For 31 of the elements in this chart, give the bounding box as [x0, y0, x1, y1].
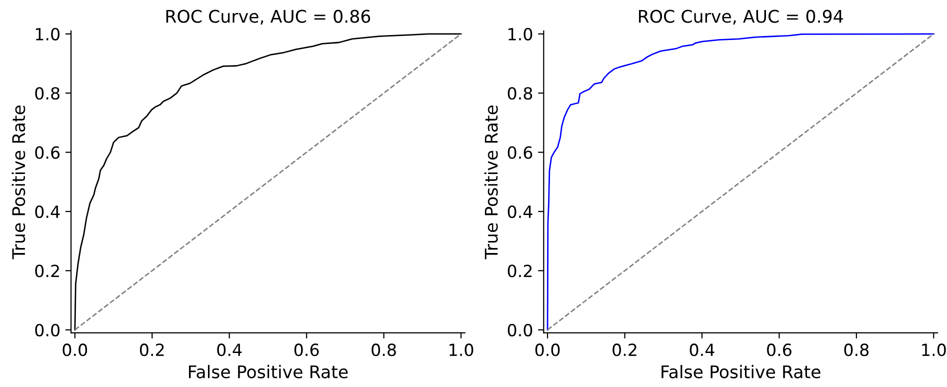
y-tick-label: 0.8: [35, 87, 60, 100]
y-axis-title: True Positive Rate: [484, 106, 498, 260]
x-tick-label: 1.0: [450, 344, 474, 356]
y-tick-label: 0.4: [508, 205, 532, 218]
y-tick-label: 0.0: [35, 324, 60, 336]
y-tick-label: 0.8: [508, 87, 532, 100]
y-tick-label: 0.6: [508, 146, 532, 159]
x-tick-label: 0.0: [535, 344, 560, 356]
y-tick-label: 0.6: [35, 146, 60, 159]
y-tick-label: 1.0: [508, 28, 532, 40]
y-tick-label: 1.0: [36, 28, 60, 40]
chart-title: ROC Curve, AUC = 0.94: [639, 10, 843, 25]
x-tick-label: 0.2: [140, 344, 164, 356]
line-series: [546, 33, 934, 331]
x-tick-label: 0.2: [612, 344, 636, 356]
y-axis-title: True Positive Rate: [12, 106, 26, 260]
y-tick-label: 0.4: [35, 205, 60, 218]
x-tick-label: 0.6: [767, 344, 792, 356]
x-tick-label: 0.8: [372, 344, 396, 356]
x-tick-label: 0.6: [294, 344, 319, 356]
y-tick-label: 0.0: [508, 324, 532, 336]
y-tick-label: 0.2: [508, 264, 532, 278]
x-tick-label: 0.4: [217, 344, 242, 356]
x-axis-title: False Positive Rate: [188, 364, 348, 378]
chart-title: ROC Curve, AUC = 0.86: [166, 10, 370, 25]
x-tick-label: 0.0: [62, 344, 88, 356]
x-axis-title: False Positive Rate: [662, 364, 820, 378]
x-tick-label: 0.8: [844, 344, 869, 356]
x-tick-label: 0.4: [690, 344, 714, 356]
x-tick-label: 1.0: [922, 344, 946, 356]
y-tick-label: 0.2: [35, 264, 59, 278]
